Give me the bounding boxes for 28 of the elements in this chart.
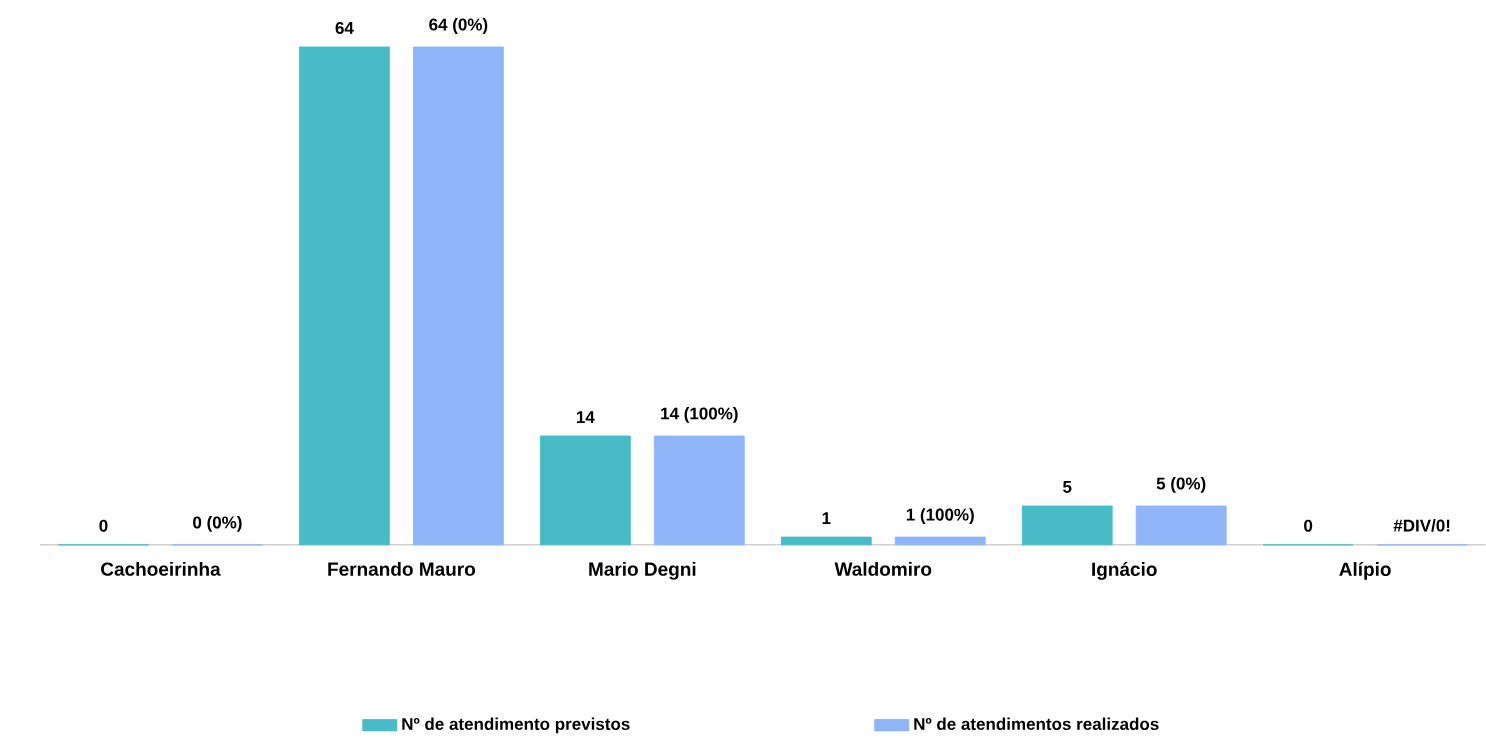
data-label: 1 (100%)	[906, 508, 974, 525]
x-tick-label: Waldomiro	[834, 561, 932, 576]
data-label: 1	[822, 512, 831, 525]
bar	[1135, 505, 1227, 546]
bar	[894, 536, 986, 546]
data-label: 0	[1304, 519, 1313, 532]
x-tick-label: Fernando Mauro	[328, 561, 476, 576]
legend-label: Nº de atendimentos realizados	[914, 717, 1159, 731]
data-label: 0	[99, 519, 108, 532]
data-label: 64 (0%)	[429, 18, 488, 34]
x-tick-label: Mario Degni	[589, 561, 696, 580]
data-label: 64	[335, 21, 354, 34]
x-tick-label: Ignácio	[1092, 561, 1157, 580]
bar	[780, 536, 872, 546]
bar	[1021, 505, 1113, 546]
bar	[539, 435, 631, 546]
data-label: 14 (100%)	[661, 407, 738, 423]
x-tick-label: Alípio	[1339, 561, 1391, 580]
bar	[412, 46, 504, 546]
x-tick-label: Cachoeirinha	[101, 561, 221, 576]
data-label: 5 (0%)	[1156, 477, 1206, 493]
bar	[653, 435, 745, 546]
data-label: 5	[1063, 481, 1072, 493]
data-label: #DIV/0!	[1393, 519, 1450, 532]
data-label: 0 (0%)	[193, 516, 242, 532]
data-label: 14	[576, 411, 595, 423]
legend-label: Nº de atendimento previstos	[402, 717, 630, 734]
bar	[299, 46, 390, 546]
